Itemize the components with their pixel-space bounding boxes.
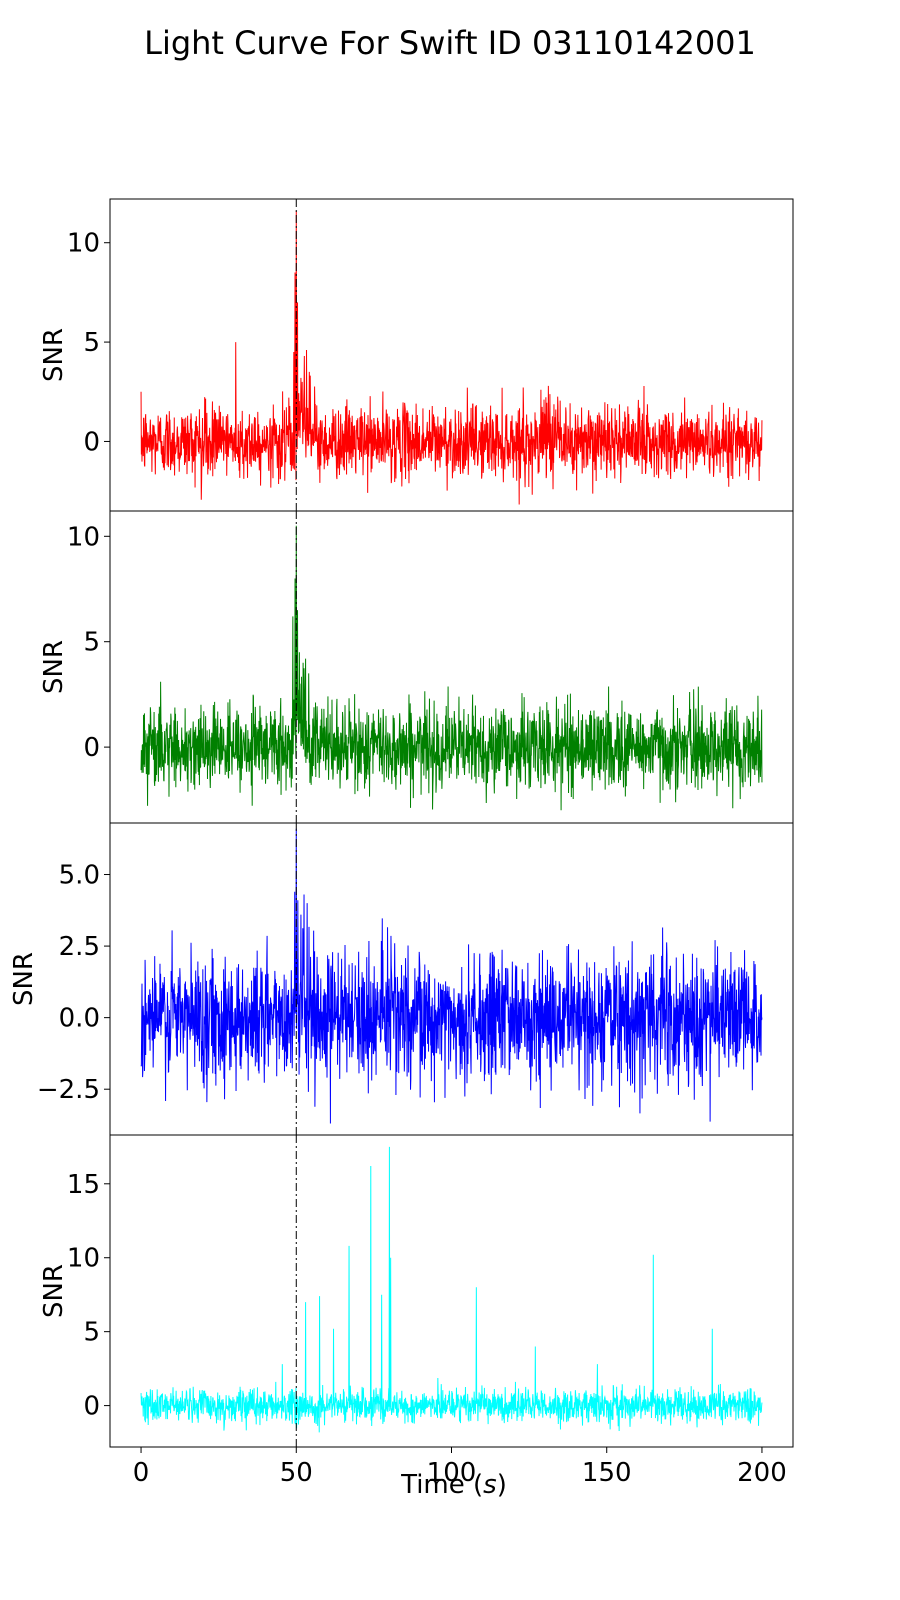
y-tick-label-panel-3: −2.5 <box>37 1075 100 1105</box>
panel-4: 0 5 10 15 SNR <box>39 1134 794 1448</box>
x-axis-label-prefix: Time ( <box>400 1470 483 1500</box>
y-tick-label-panel-2: 10 <box>67 522 100 552</box>
panel-3: −2.5 0.0 2.5 5.0 SNR <box>9 822 794 1136</box>
series-line-panel-4 <box>140 1146 763 1433</box>
y-tick-label-panel-4: 0 <box>83 1392 100 1422</box>
y-tick-label-panel-3: 2.5 <box>59 932 100 962</box>
x-axis: 0 50 100 150 200 <box>133 1447 787 1488</box>
y-tick-label-panel-2: 5 <box>83 628 100 658</box>
chart-title: Light Curve For Swift ID 03110142001 <box>144 24 756 62</box>
x-axis-label-unit: s <box>483 1470 497 1500</box>
y-tick-label-panel-3: 0.0 <box>59 1004 100 1034</box>
y-tick-label-panel-4: 10 <box>67 1244 100 1274</box>
y-tick-label-panel-1: 10 <box>67 229 100 259</box>
panel-2-frame <box>109 510 794 824</box>
series-line-panel-1 <box>140 210 763 505</box>
panel-1-series <box>140 210 763 505</box>
y-tick-label-panel-3: 5.0 <box>59 861 100 891</box>
x-axis-label: Time (s) <box>400 1470 507 1500</box>
panel-4-series <box>140 1146 763 1433</box>
y-axis-label-panel-3: SNR <box>9 952 39 1006</box>
series-line-panel-2 <box>140 525 763 811</box>
y-tick-label-panel-1: 5 <box>83 328 100 358</box>
panel-3-series <box>140 828 763 1124</box>
panel-2: 0 5 10 SNR <box>39 510 794 824</box>
series-line-panel-3 <box>140 828 763 1124</box>
x-axis-label-suffix: ) <box>497 1470 507 1500</box>
x-tick-label: 0 <box>133 1458 150 1488</box>
y-tick-label-panel-1: 0 <box>83 427 100 457</box>
y-tick-label-panel-4: 15 <box>67 1170 100 1200</box>
y-tick-label-panel-4: 5 <box>83 1318 100 1348</box>
panel-2-series <box>140 525 763 811</box>
y-axis-label-panel-2: SNR <box>39 640 69 694</box>
y-axis-label-panel-4: SNR <box>39 1264 69 1318</box>
panel-1: 0 5 10 SNR <box>39 198 794 512</box>
x-tick-label: 100 <box>427 1458 477 1488</box>
y-axis-label-panel-1: SNR <box>39 328 69 382</box>
y-tick-label-panel-2: 0 <box>83 733 100 763</box>
x-tick-label: 200 <box>737 1458 787 1488</box>
x-tick-label: 50 <box>280 1458 313 1488</box>
x-tick-label: 150 <box>582 1458 632 1488</box>
